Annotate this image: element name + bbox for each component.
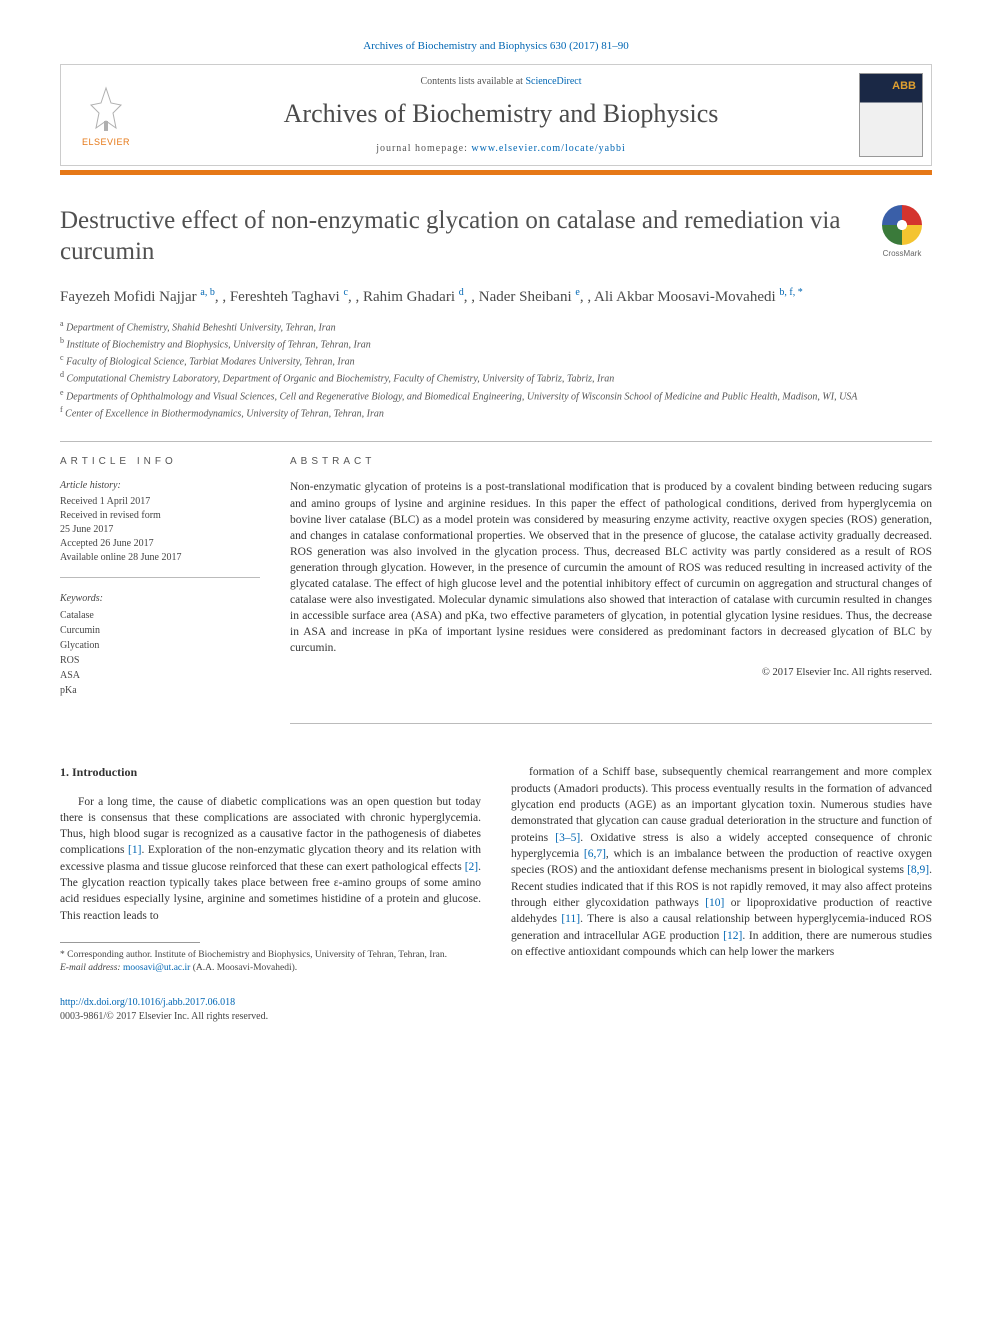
affiliations-list: a Department of Chemistry, Shahid Behesh… <box>60 318 932 422</box>
footnote-separator <box>60 942 200 943</box>
contents-available-line: Contents lists available at ScienceDirec… <box>171 76 831 87</box>
section-1-heading: 1. Introduction <box>60 764 481 781</box>
journal-citation: Archives of Biochemistry and Biophysics … <box>60 40 932 52</box>
body-column-left: 1. Introduction For a long time, the cau… <box>60 764 481 975</box>
abstract-text: Non-enzymatic glycation of proteins is a… <box>290 479 932 656</box>
history-lines: Received 1 April 2017Received in revised… <box>60 495 260 565</box>
email-suffix: (A.A. Moosavi-Movahedi). <box>190 963 297 973</box>
keywords-label: Keywords: <box>60 592 260 606</box>
article-info-heading: ARTICLE INFO <box>60 456 260 467</box>
homepage-line: journal homepage: www.elsevier.com/locat… <box>171 143 831 154</box>
journal-header: ELSEVIER Contents lists available at Sci… <box>60 64 932 166</box>
sciencedirect-link[interactable]: ScienceDirect <box>525 76 581 87</box>
cover-abbrev: ABB <box>892 80 916 92</box>
body-two-column: 1. Introduction For a long time, the cau… <box>60 764 932 975</box>
corresponding-author-footnote: * Corresponding author. Institute of Bio… <box>60 949 481 962</box>
intro-paragraph-1: For a long time, the cause of diabetic c… <box>60 794 481 925</box>
crossmark-icon <box>882 205 922 245</box>
body-column-right: formation of a Schiff base, subsequently… <box>511 764 932 975</box>
intro-paragraph-2: formation of a Schiff base, subsequently… <box>511 764 932 960</box>
journal-cover-thumb: ABB <box>851 65 931 165</box>
article-info-sidebar: ARTICLE INFO Article history: Received 1… <box>60 442 260 724</box>
corresponding-email-link[interactable]: moosavi@ut.ac.ir <box>123 963 190 973</box>
issn-copyright: 0003-9861/© 2017 Elsevier Inc. All right… <box>60 1011 268 1022</box>
abstract-column: ABSTRACT Non-enzymatic glycation of prot… <box>290 442 932 724</box>
contents-prefix: Contents lists available at <box>420 76 525 87</box>
elsevier-tree-icon <box>81 83 131 133</box>
page-footer: http://dx.doi.org/10.1016/j.abb.2017.06.… <box>60 996 932 1024</box>
crossmark-label: CrossMark <box>872 249 932 258</box>
journal-name: Archives of Biochemistry and Biophysics <box>171 99 831 129</box>
header-center: Contents lists available at ScienceDirec… <box>151 65 851 165</box>
email-footnote: E-mail address: moosavi@ut.ac.ir (A.A. M… <box>60 962 481 975</box>
publisher-logo-block: ELSEVIER <box>61 65 151 165</box>
abstract-copyright: © 2017 Elsevier Inc. All rights reserved… <box>290 667 932 678</box>
doi-link[interactable]: http://dx.doi.org/10.1016/j.abb.2017.06.… <box>60 997 235 1008</box>
article-title: Destructive effect of non-enzymatic glyc… <box>60 205 852 268</box>
authors-list: Fayezeh Mofidi Najjar a, b, , Fereshteh … <box>60 286 932 308</box>
homepage-link[interactable]: www.elsevier.com/locate/yabbi <box>471 143 625 154</box>
publisher-label: ELSEVIER <box>82 137 130 147</box>
homepage-prefix: journal homepage: <box>376 143 471 154</box>
crossmark-badge[interactable]: CrossMark <box>872 205 932 258</box>
history-label: Article history: <box>60 479 260 493</box>
keywords-list: CatalaseCurcuminGlycationROSASApKa <box>60 608 260 698</box>
accent-bar <box>60 170 932 175</box>
abstract-heading: ABSTRACT <box>290 456 932 467</box>
email-label: E-mail address: <box>60 963 123 973</box>
